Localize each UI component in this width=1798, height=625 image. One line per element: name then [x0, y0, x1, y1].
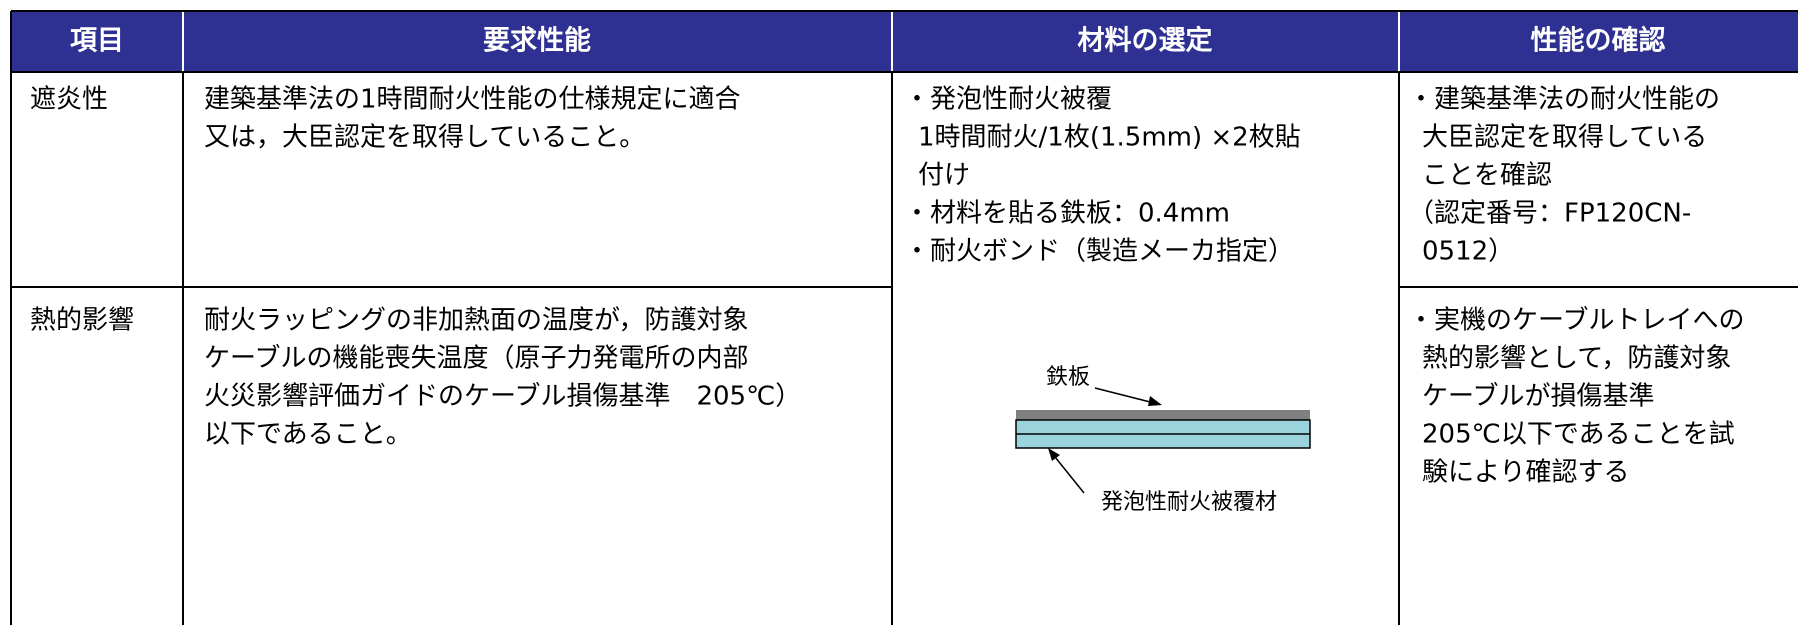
- confirmation-line: 0512）: [1422, 237, 1514, 267]
- confirmation-line: （認定番号：FP120CN-: [1408, 199, 1691, 229]
- material-line: 付け: [918, 161, 970, 191]
- confirmation-line: 熱的影響として，防護対象: [1422, 344, 1731, 374]
- steel-label: 鉄板: [1046, 365, 1090, 390]
- requirement-line: 以下であること。: [204, 420, 412, 450]
- table-lines: [10, 10, 1798, 625]
- requirement-line: 建築基準法の1時間耐火性能の仕様規定に適合: [204, 85, 741, 115]
- arrowhead: [1048, 448, 1060, 461]
- header-cell: 性能の確認: [1531, 25, 1666, 57]
- item-cell: 遮炎性: [30, 85, 108, 115]
- arrowhead: [1148, 396, 1162, 406]
- material-line: ・発泡性耐火被覆: [904, 85, 1112, 115]
- diagram: 鉄板 発泡性耐火被覆材: [1015, 365, 1311, 515]
- steel-plate: [1016, 410, 1310, 420]
- header-cell: 要求性能: [483, 25, 591, 57]
- requirement-line: 耐火ラッピングの非加熱面の温度が，防護対象: [204, 306, 748, 336]
- header-cell: 材料の選定: [1078, 25, 1213, 57]
- confirmation-line: 大臣認定を取得している: [1422, 123, 1707, 153]
- confirmation-line: ことを確認: [1422, 161, 1552, 191]
- requirement-line: ケーブルの機能喪失温度（原子力発電所の内部: [204, 344, 748, 374]
- material-line: ・材料を貼る鉄板：0.4mm: [904, 199, 1230, 229]
- header-bar: [11, 11, 1798, 72]
- confirmation-line: 験により確認する: [1422, 458, 1629, 488]
- requirement-line: 火災影響評価ガイドのケーブル損傷基準 205℃）: [204, 382, 801, 412]
- arrow-steel: [1094, 387, 1159, 405]
- requirement-line: 又は，大臣認定を取得していること。: [204, 123, 645, 153]
- item-cell: 熱的影響: [30, 306, 134, 336]
- confirmation-line: 205℃以下であることを試: [1422, 420, 1735, 450]
- header-cell: 項目: [70, 26, 124, 57]
- coating-label: 発泡性耐火被覆材: [1101, 490, 1277, 515]
- confirmation-line: ケーブルが損傷基準: [1422, 382, 1654, 412]
- material-line: 1時間耐火/1枚(1.5mm) ×2枚貼: [918, 123, 1301, 153]
- arrow-coating: [1050, 451, 1085, 494]
- confirmation-line: ・建築基準法の耐火性能の: [1408, 85, 1720, 115]
- material-line: ・耐火ボンド（製造メーカ指定）: [904, 237, 1294, 267]
- header-dividers: [182, 12, 1400, 71]
- confirmation-line: ・実機のケーブルトレイへの: [1408, 306, 1744, 336]
